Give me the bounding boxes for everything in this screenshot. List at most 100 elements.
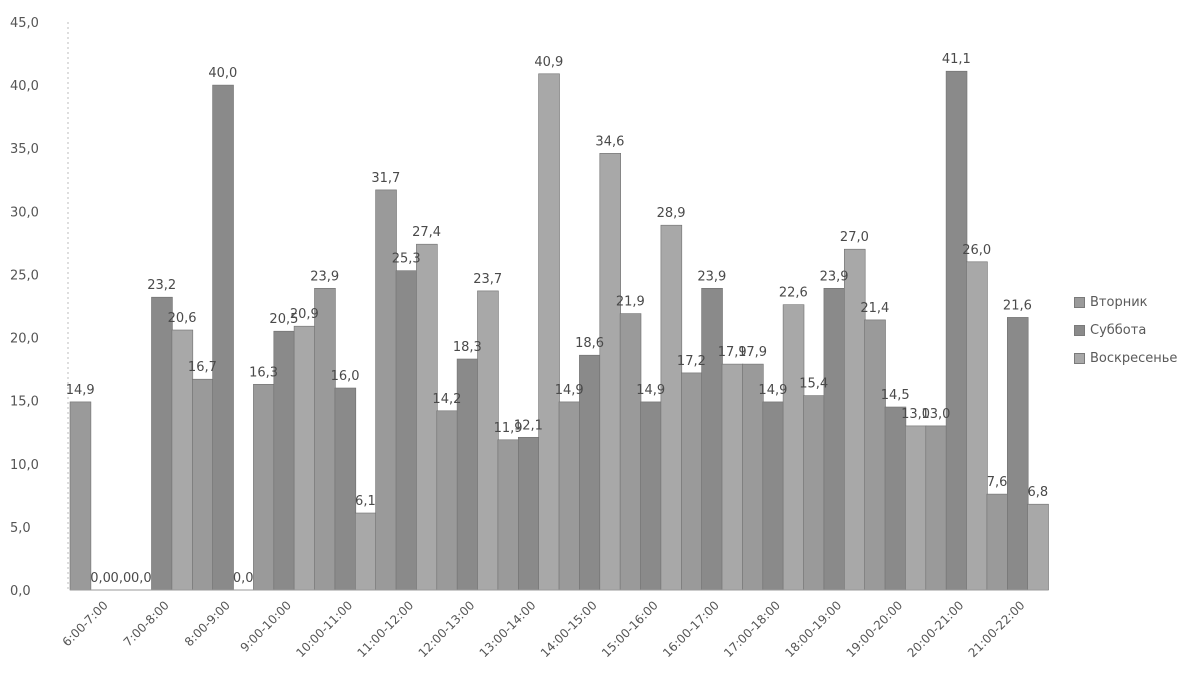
y-tick-label: 35,0	[10, 142, 39, 157]
bar-chart: 0,0 5,0 10,0 15,0 20,0 25,0 30,0 35,0 40,0 45,0 1…	[10, 16, 1049, 660]
x-tick-label: 7:00-8:00	[121, 598, 172, 649]
data-label: 18,3	[453, 340, 482, 355]
data-label: 13,0	[901, 407, 930, 422]
bar	[334, 387, 357, 591]
data-label: 23,9	[697, 269, 726, 284]
bar	[517, 436, 540, 591]
data-label: 14,9	[636, 383, 665, 398]
data-label: 0,0	[233, 571, 254, 586]
data-label: 28,9	[657, 206, 686, 221]
y-tick-label: 5,0	[10, 521, 31, 536]
data-label: 14,9	[555, 383, 584, 398]
bar	[721, 363, 744, 591]
bar	[1006, 317, 1029, 591]
legend-item: Воскресенье	[1074, 344, 1177, 372]
bar	[192, 378, 214, 591]
bar	[823, 287, 846, 591]
bar	[803, 395, 825, 591]
y-tick-label: 45,0	[10, 16, 39, 31]
bar	[884, 406, 907, 591]
bar	[538, 73, 560, 591]
y-tick-label: 15,0	[10, 395, 39, 410]
bar	[497, 439, 520, 591]
y-tick-label: 25,0	[10, 268, 39, 283]
x-tick-label: 19:00-20:00	[843, 598, 905, 660]
data-label: 14,2	[432, 392, 461, 407]
legend-label: Вторник	[1090, 294, 1148, 310]
data-label: 25,3	[392, 252, 421, 267]
data-label: 14,5	[881, 388, 910, 403]
data-label: 40,0	[208, 66, 237, 81]
data-label: 21,4	[860, 301, 889, 316]
legend-item: Вторник	[1074, 288, 1177, 316]
bar	[212, 84, 234, 591]
bar	[742, 363, 764, 591]
data-label: 21,9	[616, 295, 645, 310]
data-label: 27,4	[412, 225, 441, 240]
data-label: 26,0	[962, 243, 991, 258]
bar	[436, 410, 458, 591]
bar	[151, 296, 173, 591]
bar	[864, 319, 886, 591]
data-label: 31,7	[371, 171, 400, 186]
data-label: 40,9	[534, 55, 563, 70]
x-tick-label: 6:00-7:00	[60, 598, 111, 649]
data-label: 23,7	[473, 272, 502, 287]
data-label: 34,6	[595, 134, 624, 149]
y-tick-label: 40,0	[10, 79, 39, 94]
x-tick-label: 14:00-15:00	[538, 598, 600, 660]
bar	[375, 189, 397, 591]
bar	[660, 224, 683, 591]
data-labels: 14,90,0 0,0 0,023,220,616,740,00,016,320,5…	[66, 52, 1048, 586]
data-label: 20,5	[269, 312, 298, 327]
data-label: 16,0	[331, 369, 360, 384]
bar	[395, 270, 418, 591]
data-label: 17,9	[718, 345, 747, 360]
bar	[701, 287, 723, 591]
bar	[640, 401, 662, 591]
y-tick-label: 10,0	[10, 458, 39, 473]
legend-label: Суббота	[1090, 322, 1147, 338]
bar	[69, 401, 92, 591]
data-label: 13,0	[921, 407, 950, 422]
x-tick-label: 15:00-16:00	[599, 598, 661, 660]
data-label: 23,9	[310, 269, 339, 284]
bar	[986, 493, 1009, 591]
data-label: 12,1	[514, 418, 543, 433]
data-label: 17,2	[677, 354, 706, 369]
data-label: 14,9	[66, 383, 95, 398]
bar	[762, 401, 784, 591]
bar	[619, 313, 642, 591]
data-label: 18,6	[575, 336, 604, 351]
legend-swatch	[1074, 352, 1085, 364]
x-tick-label: 9:00-10:00	[238, 598, 294, 654]
x-tick-label: 16:00-17:00	[660, 598, 722, 660]
legend-label: Воскресенье	[1090, 350, 1178, 366]
bar	[945, 70, 968, 591]
bar	[314, 287, 336, 591]
data-label: 23,9	[820, 269, 849, 284]
bar	[925, 425, 947, 591]
bar	[558, 401, 581, 591]
data-label: 16,7	[188, 360, 217, 375]
legend-item: Суббота	[1074, 316, 1177, 344]
data-label: 6,8	[1027, 485, 1048, 500]
data-label: 21,6	[1003, 298, 1032, 313]
bar	[1027, 503, 1049, 591]
data-label: 15,4	[799, 377, 828, 392]
data-label: 0,0	[111, 571, 132, 586]
bar	[905, 425, 927, 591]
data-label: 0,0	[131, 571, 152, 586]
data-label: 6,1	[355, 494, 376, 509]
data-label: 23,2	[147, 278, 176, 293]
data-label: 20,9	[290, 307, 319, 322]
bar	[680, 372, 703, 591]
legend-swatch	[1074, 324, 1085, 336]
data-label: 16,3	[249, 365, 278, 380]
data-label: 7,6	[987, 475, 1008, 490]
data-label: 17,9	[738, 345, 767, 360]
data-label: 41,1	[942, 52, 971, 67]
data-label: 0,0	[90, 571, 111, 586]
bar	[477, 290, 499, 591]
x-tick-label: 17:00-18:00	[721, 598, 783, 660]
